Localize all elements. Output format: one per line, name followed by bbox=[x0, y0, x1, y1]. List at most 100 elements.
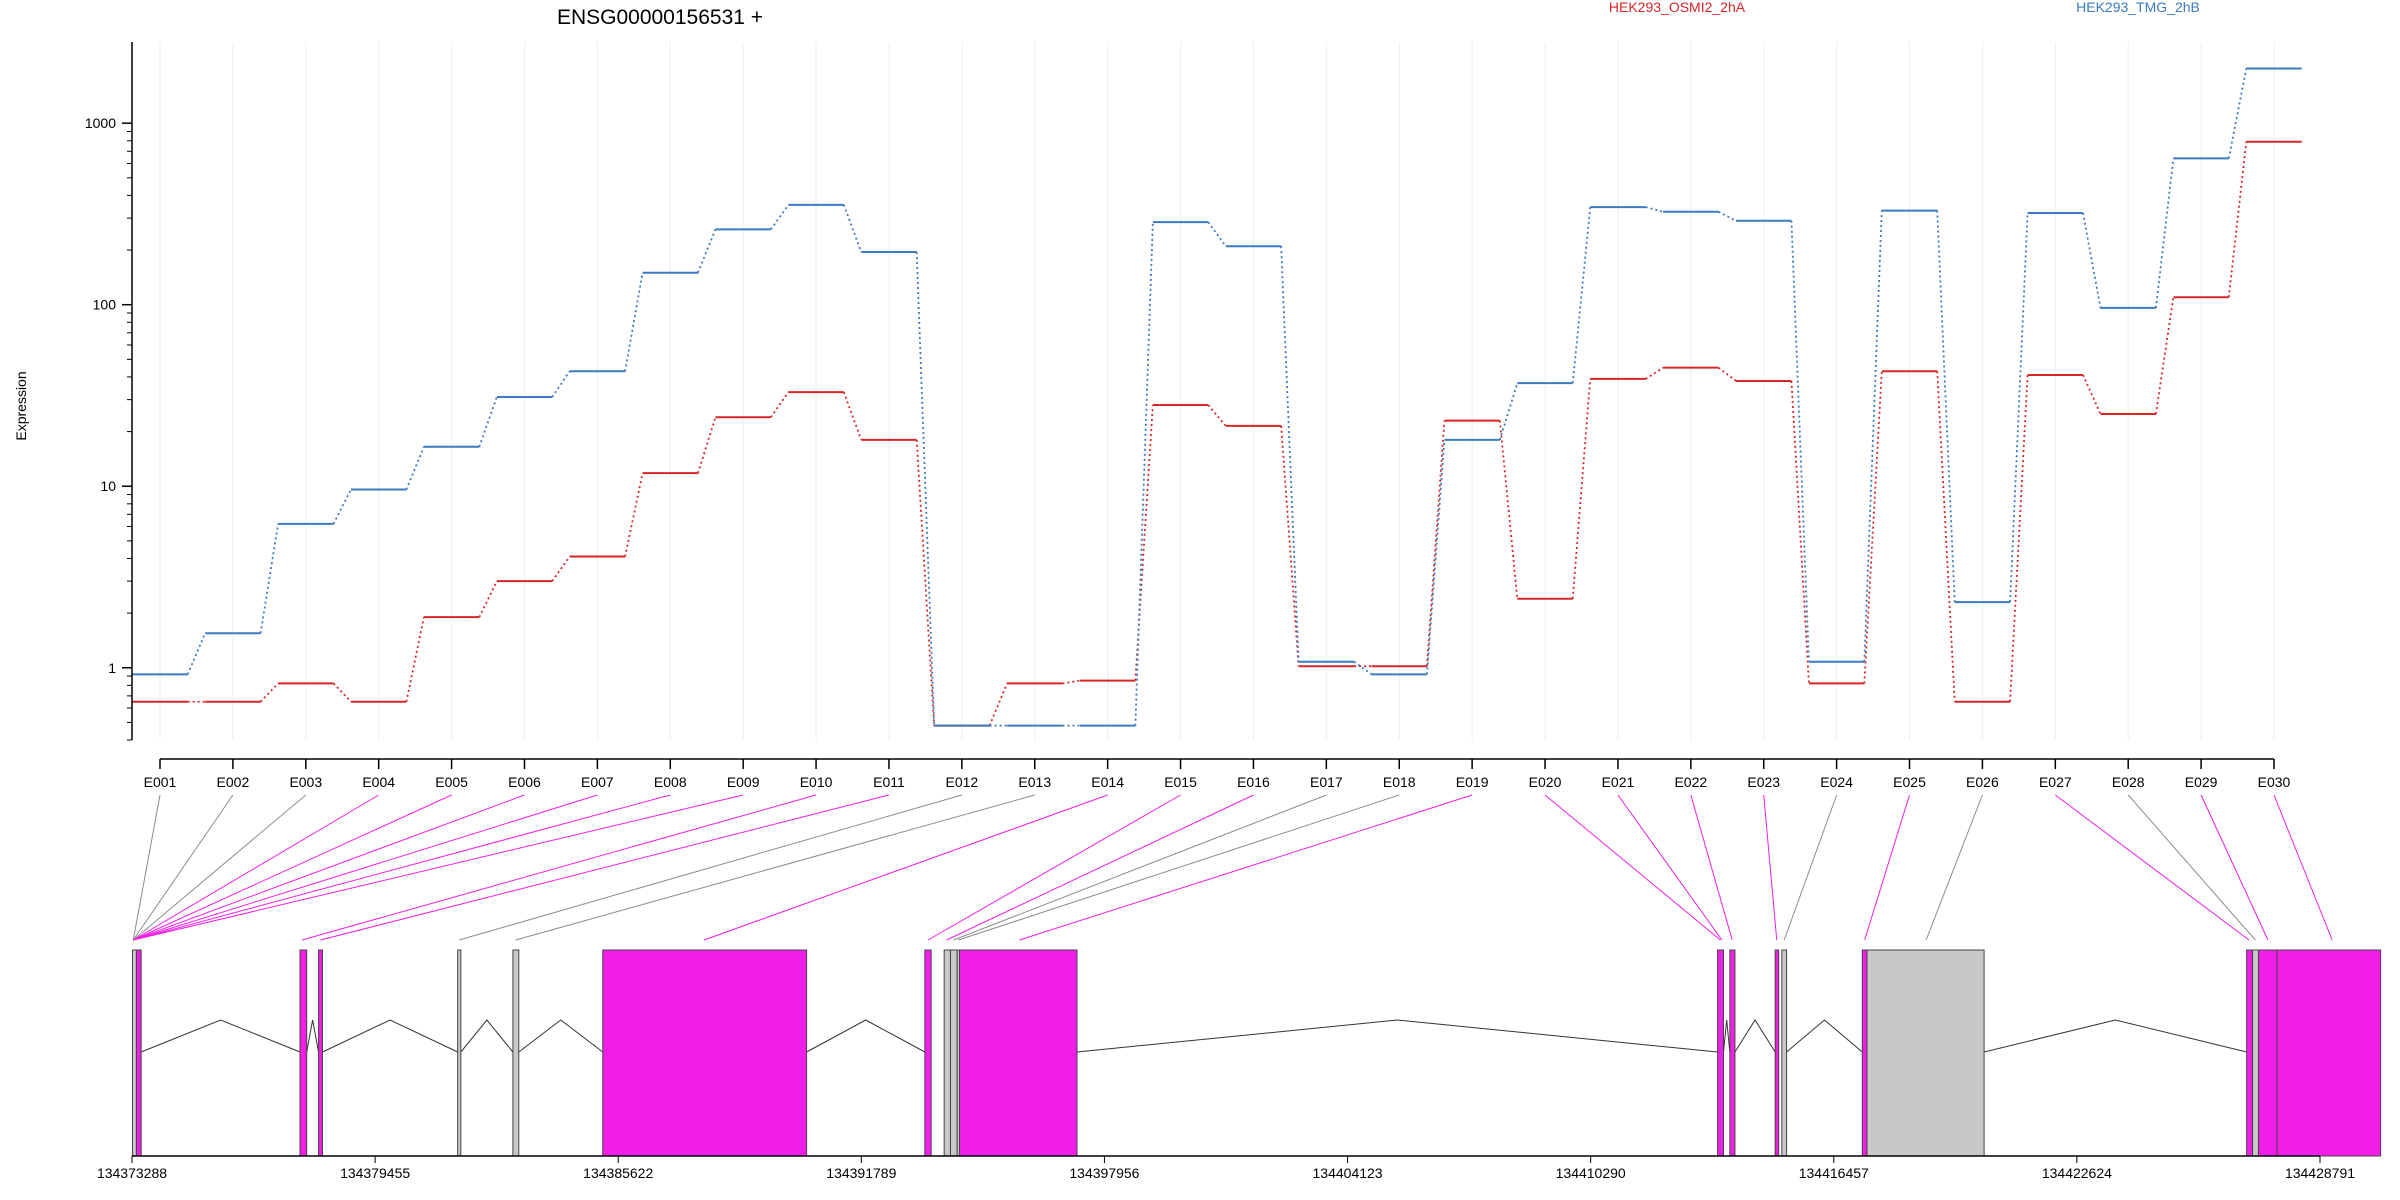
gene-axis-label: 134379455 bbox=[340, 1165, 410, 1181]
x-tick-label: E016 bbox=[1237, 774, 1270, 790]
transition-segment bbox=[1790, 380, 1810, 684]
transition-segment bbox=[697, 416, 717, 474]
intron-line bbox=[1786, 1019, 1863, 1053]
transition-segment bbox=[478, 580, 498, 618]
transition-segment bbox=[988, 683, 1008, 726]
transition-segment bbox=[1571, 206, 1592, 384]
x-tick-label: E012 bbox=[946, 774, 979, 790]
y-axis-label: Expression bbox=[13, 371, 29, 440]
connector-E010 bbox=[301, 794, 817, 941]
x-tick-label: E020 bbox=[1529, 774, 1562, 790]
plot-axes bbox=[131, 42, 2320, 1157]
x-tick-label: E026 bbox=[1966, 774, 1999, 790]
intron-line bbox=[1723, 1019, 1731, 1053]
x-tick-label: E019 bbox=[1456, 774, 1489, 790]
x-tick-label: E007 bbox=[581, 774, 614, 790]
intron-line bbox=[518, 1019, 604, 1053]
connector-E001 bbox=[132, 794, 161, 941]
connector-E015 bbox=[927, 794, 1181, 941]
x-tick-label: E004 bbox=[362, 774, 395, 790]
intron-line bbox=[460, 1019, 514, 1053]
connector-E020 bbox=[1544, 794, 1721, 941]
x-tick-label: E001 bbox=[144, 774, 177, 790]
y-tick-label: 1 bbox=[108, 660, 116, 676]
connector-E030 bbox=[2273, 794, 2333, 941]
axis-ticks: E001 E002 E003 E004 E005 E006 E007 E008 E009 E010… bbox=[85, 115, 2355, 1181]
x-tick-label: E014 bbox=[1091, 774, 1124, 790]
connector-E002 bbox=[132, 794, 234, 941]
x-tick-label: E021 bbox=[1602, 774, 1635, 790]
exon-block-E008 bbox=[924, 949, 932, 1157]
intron-line bbox=[322, 1019, 458, 1053]
exon-block-E007 bbox=[602, 949, 808, 1157]
transition-segment bbox=[2155, 297, 2175, 415]
x-tick-label: E006 bbox=[508, 774, 541, 790]
transition-segment bbox=[478, 396, 498, 448]
exon-block-E019 bbox=[2246, 949, 2254, 1157]
exon-block-E001 bbox=[131, 949, 137, 1157]
transition-segment bbox=[2155, 158, 2175, 309]
transition-segment bbox=[1426, 420, 1446, 667]
transition-segment bbox=[1280, 425, 1300, 667]
transition-segment bbox=[915, 252, 936, 726]
connector-E016 bbox=[946, 794, 1254, 941]
transition-segment bbox=[2009, 212, 2029, 603]
transition-segment bbox=[332, 489, 352, 525]
transition-segment bbox=[1207, 221, 1227, 247]
exon-block-E017 bbox=[1861, 949, 1868, 1157]
intron-line bbox=[806, 1019, 926, 1053]
expression-series bbox=[132, 67, 2302, 727]
transition-segment bbox=[1717, 366, 1737, 382]
transition-segment bbox=[1134, 222, 1154, 726]
connector-E004 bbox=[133, 794, 379, 941]
transition-segment bbox=[770, 391, 790, 418]
exon-block-E021 bbox=[2257, 949, 2278, 1157]
transition-segment bbox=[332, 682, 352, 703]
series-osmi2 bbox=[132, 140, 2302, 727]
transition-segment bbox=[405, 446, 425, 490]
intron-line bbox=[306, 1019, 320, 1053]
connector-E019 bbox=[1019, 794, 1473, 941]
x-tick-label: E013 bbox=[1018, 774, 1051, 790]
connector-E027 bbox=[2055, 794, 2250, 941]
transition-segment bbox=[1062, 679, 1081, 685]
text-labels: ENSG00000156531 + HEK293_OSMI2_2hA HEK29… bbox=[13, 0, 2200, 441]
transition-segment bbox=[259, 523, 279, 634]
x-tick-label: E009 bbox=[727, 774, 760, 790]
transition-segment bbox=[624, 272, 644, 372]
transition-segment bbox=[770, 204, 790, 230]
transition-segment bbox=[1936, 371, 1956, 702]
transition-segment bbox=[186, 632, 207, 675]
x-tick-label: E030 bbox=[2258, 774, 2291, 790]
gene-axis-label: 134410290 bbox=[1556, 1165, 1626, 1181]
transition-segment bbox=[551, 370, 571, 398]
transition-segment bbox=[624, 472, 644, 557]
y-tick-label: 1000 bbox=[85, 115, 116, 131]
gene-axis-label: 134397956 bbox=[1069, 1165, 1139, 1181]
gene-axis-label: 134373288 bbox=[97, 1165, 167, 1181]
x-tick-label: E024 bbox=[1820, 774, 1853, 790]
exon-block-E009 bbox=[943, 949, 951, 1157]
transition-segment bbox=[1498, 420, 1519, 599]
connector-E014 bbox=[703, 794, 1108, 941]
exon-block-E002 bbox=[135, 949, 142, 1157]
transition-segment bbox=[1863, 371, 1883, 684]
transition-segment bbox=[842, 391, 863, 441]
x-tick-label: E003 bbox=[289, 774, 322, 790]
transition-segment bbox=[2082, 212, 2102, 309]
connector-E008 bbox=[133, 794, 671, 941]
legend-osmi2: HEK293_OSMI2_2hA bbox=[1609, 0, 1746, 15]
exon-block-E020 bbox=[2252, 949, 2259, 1157]
connector-E011 bbox=[320, 794, 890, 941]
y-tick-label: 100 bbox=[93, 297, 117, 313]
x-tick-label: E015 bbox=[1164, 774, 1197, 790]
connector-E017 bbox=[953, 794, 1327, 941]
x-tick-label: E002 bbox=[217, 774, 250, 790]
gene-axis-label: 134422624 bbox=[2042, 1165, 2112, 1181]
exon-block-E005 bbox=[457, 949, 462, 1157]
exon-block-E003 bbox=[299, 949, 308, 1157]
connector-E006 bbox=[133, 794, 525, 941]
connector-E029 bbox=[2200, 794, 2269, 941]
exon-connector-lines bbox=[132, 794, 2333, 941]
